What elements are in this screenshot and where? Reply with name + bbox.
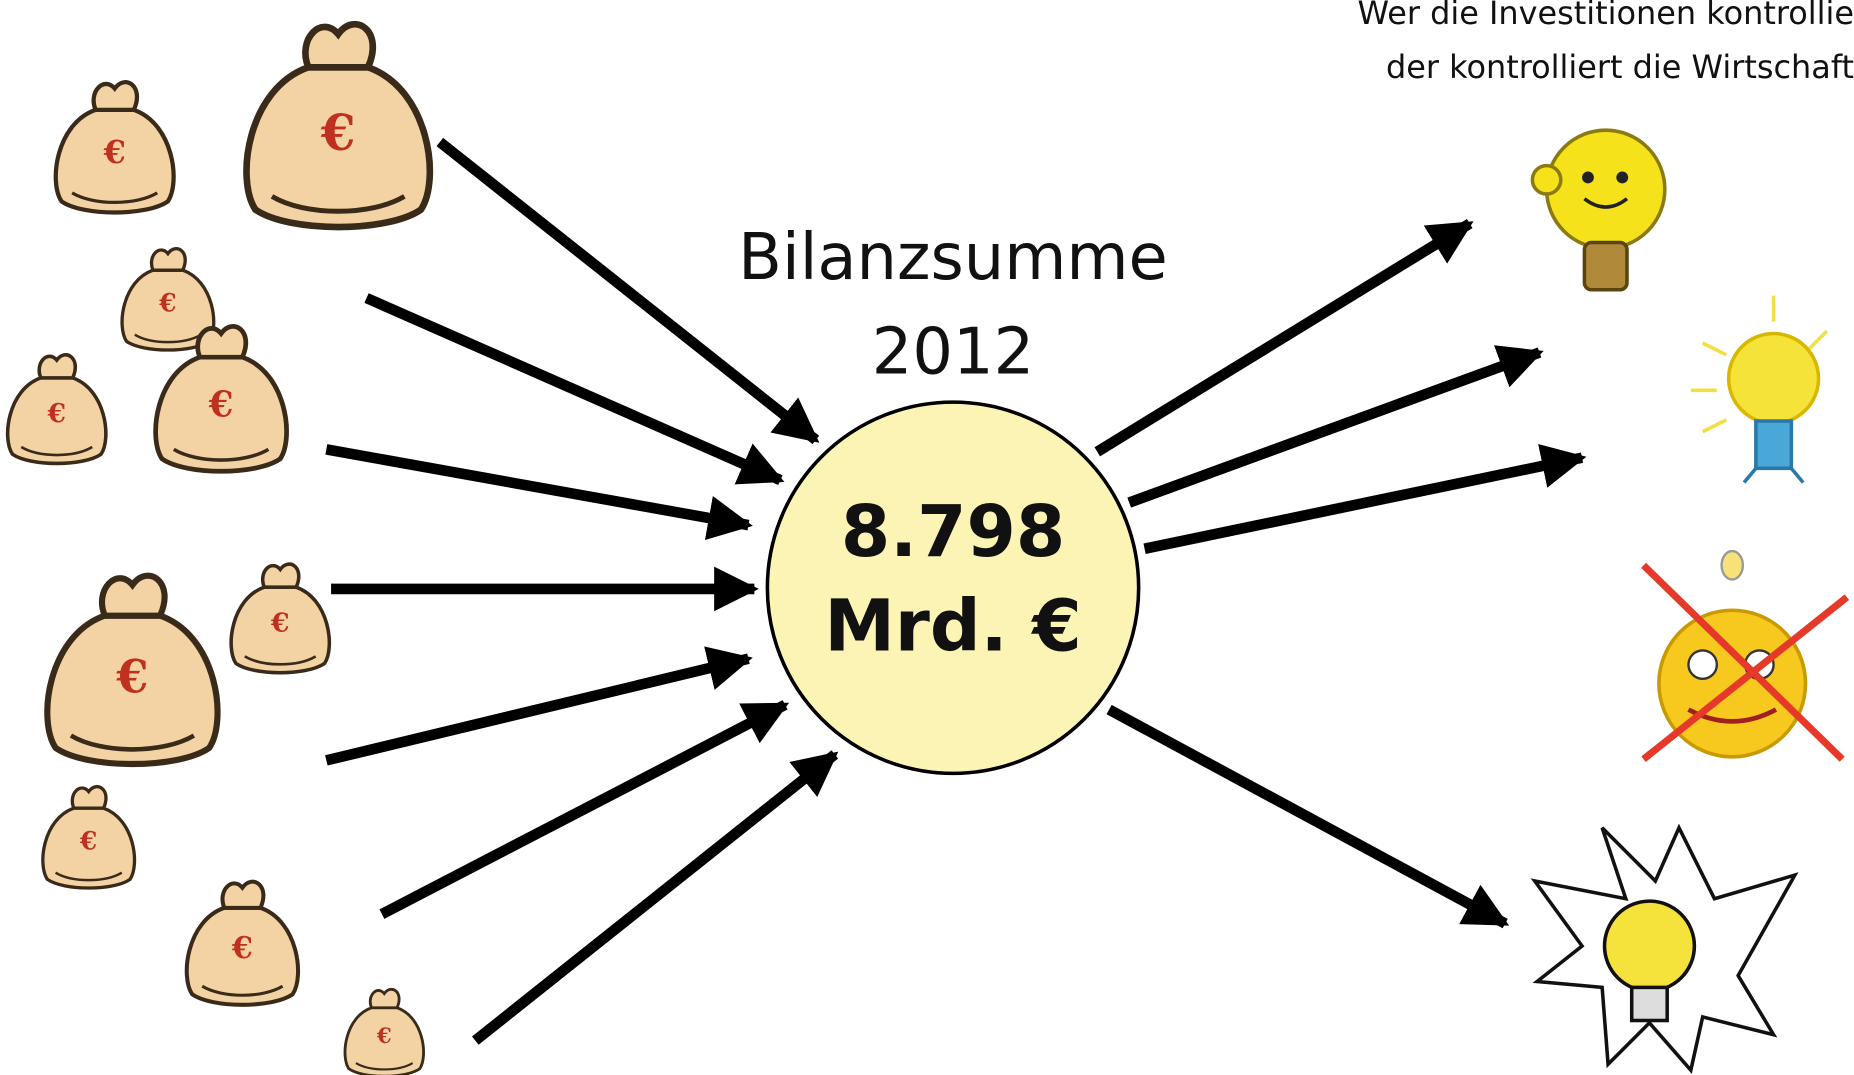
- bag-knot: [152, 249, 186, 271]
- bag-label: €: [115, 650, 148, 704]
- bag-label: €: [103, 133, 126, 171]
- money-bag: €: [246, 24, 429, 227]
- money-bag: €: [47, 576, 217, 764]
- arrow: [475, 754, 834, 1040]
- bulb-icon-crossed: [1644, 551, 1847, 759]
- bag-label: €: [79, 827, 97, 856]
- bag-label: €: [208, 384, 234, 425]
- bag-knot: [72, 787, 106, 809]
- diagram: Wer die Investitionen kontrollie der kon…: [0, 0, 1854, 1075]
- bag-label: €: [320, 103, 356, 162]
- header-line: der kontrolliert die Wirtschaft: [1386, 48, 1854, 86]
- bag-knot: [222, 882, 263, 908]
- bag-knot: [39, 355, 75, 378]
- bag-label: €: [270, 608, 290, 639]
- amount-unit: Mrd. €: [824, 584, 1081, 667]
- arrow: [367, 298, 781, 480]
- bag-knot: [94, 82, 137, 110]
- money-bag: €: [56, 82, 174, 212]
- money-bag: €: [187, 882, 298, 1005]
- bag-knot: [305, 24, 372, 67]
- bag-knot: [263, 564, 299, 587]
- money-bag: €: [43, 787, 135, 888]
- arrow: [1109, 710, 1505, 924]
- money-bag: €: [345, 989, 424, 1075]
- header-line: Wer die Investitionen kontrollie: [1358, 0, 1854, 32]
- bag-label: €: [158, 289, 176, 318]
- bag-knot: [102, 576, 165, 616]
- bulb-icon: [1535, 828, 1795, 1070]
- bulb-icon: [1532, 130, 1664, 290]
- arrow: [326, 449, 748, 525]
- money-bag: €: [231, 564, 329, 673]
- caption: 2012: [872, 316, 1034, 390]
- bag-knot: [370, 989, 399, 1007]
- arrow: [326, 659, 748, 761]
- bag-knot: [198, 326, 246, 357]
- bag-label: €: [46, 398, 66, 429]
- bag-label: €: [231, 931, 253, 966]
- money-bag: €: [8, 355, 106, 464]
- caption: Bilanzsumme: [738, 221, 1168, 295]
- bags: € € € € € € € € € €: [8, 24, 430, 1075]
- bag-label: €: [376, 1024, 392, 1049]
- bulb-icon: [1691, 296, 1827, 483]
- amount: 8.798: [841, 490, 1065, 573]
